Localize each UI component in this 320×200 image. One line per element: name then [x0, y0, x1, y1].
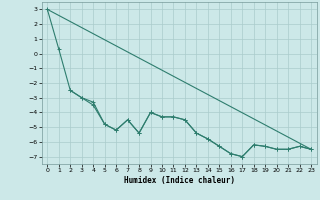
X-axis label: Humidex (Indice chaleur): Humidex (Indice chaleur): [124, 176, 235, 185]
